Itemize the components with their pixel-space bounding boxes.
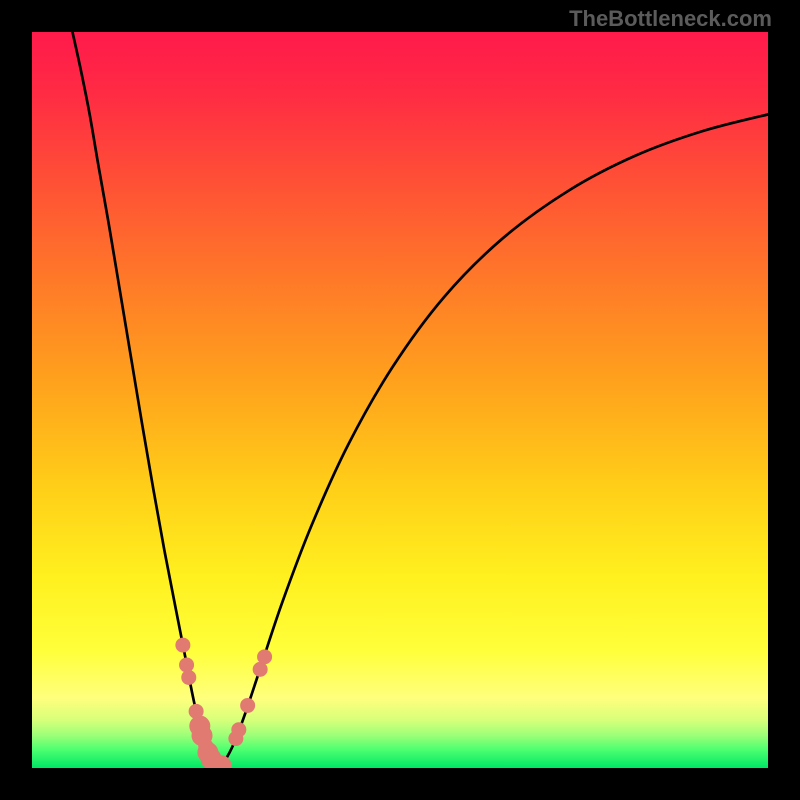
data-marker	[180, 658, 194, 672]
chart-frame: TheBottleneck.com	[0, 0, 800, 800]
watermark-text: TheBottleneck.com	[569, 6, 772, 32]
marker-group	[176, 638, 272, 768]
data-marker	[176, 638, 190, 652]
chart-svg	[32, 32, 768, 768]
data-marker	[232, 723, 246, 737]
data-marker	[253, 662, 267, 676]
data-marker	[258, 650, 272, 664]
plot-area	[32, 32, 768, 768]
data-marker	[182, 670, 196, 684]
data-marker	[241, 698, 255, 712]
bottleneck-curve	[72, 32, 768, 768]
